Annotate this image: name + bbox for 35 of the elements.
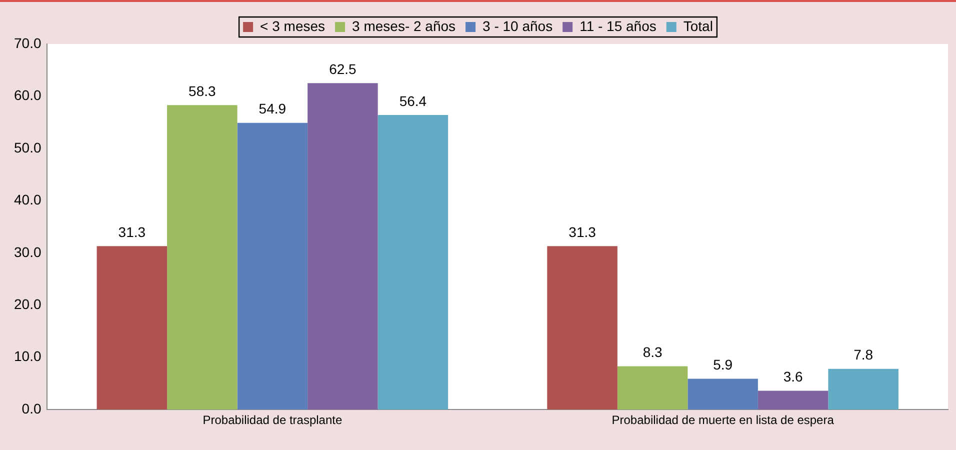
bar — [237, 122, 308, 410]
bar — [308, 83, 378, 410]
data-label: 31.3 — [118, 224, 146, 240]
bar — [617, 366, 688, 410]
x-tick-label: Probabilidad de trasplante — [202, 413, 342, 428]
data-label: 7.8 — [854, 346, 874, 363]
x-tick-label: Probabilidad de muerte en lista de espera — [612, 413, 834, 428]
bar — [547, 246, 618, 410]
legend-label: Total — [683, 18, 713, 34]
y-tick-label: 30.0 — [14, 244, 42, 260]
data-label: 56.4 — [399, 92, 427, 109]
bar — [688, 378, 758, 410]
legend-label: < 3 meses — [260, 18, 326, 34]
data-label: 62.5 — [329, 61, 357, 78]
y-tick-label: 70.0 — [14, 34, 42, 51]
y-tick-label: 40.0 — [14, 192, 42, 208]
bar — [758, 390, 828, 410]
data-label: 58.3 — [188, 82, 216, 99]
y-tick-label: 10.0 — [14, 348, 42, 364]
y-tick-label: 20.0 — [14, 296, 42, 312]
data-label: 3.6 — [783, 368, 804, 385]
bar — [378, 115, 448, 410]
data-label: 8.3 — [642, 344, 662, 360]
data-label: 5.9 — [713, 356, 733, 373]
y-tick-label: 60.0 — [14, 87, 42, 104]
legend-label: 11 - 15 años — [580, 18, 656, 34]
data-label: 31.3 — [568, 224, 596, 240]
y-tick-label: 0.0 — [22, 400, 42, 416]
bar — [828, 368, 898, 410]
y-tick-label: 50.0 — [14, 139, 42, 156]
data-label: 54.9 — [258, 100, 286, 117]
bar — [167, 105, 238, 410]
legend-label: 3 - 10 años — [482, 18, 553, 34]
legend-label: 3 meses- 2 años — [352, 18, 456, 34]
bar — [96, 246, 168, 410]
